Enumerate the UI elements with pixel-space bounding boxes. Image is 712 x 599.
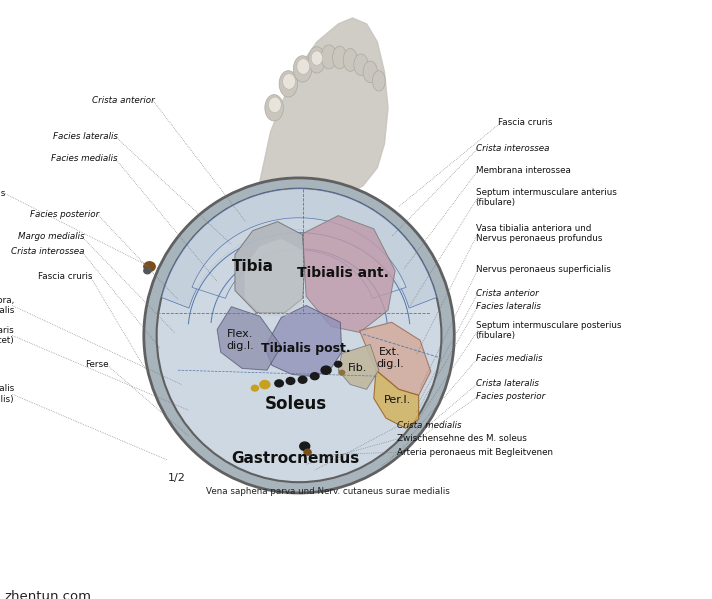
Ellipse shape xyxy=(297,59,310,74)
Text: Margo medialis: Margo medialis xyxy=(18,232,84,241)
Circle shape xyxy=(320,365,332,375)
Ellipse shape xyxy=(265,95,283,121)
Polygon shape xyxy=(245,238,304,316)
Ellipse shape xyxy=(283,74,295,89)
Text: Zwischensehne des M. soleus: Zwischensehne des M. soleus xyxy=(397,434,527,443)
Text: Facies posterior: Facies posterior xyxy=(476,392,545,401)
Circle shape xyxy=(338,370,345,376)
Ellipse shape xyxy=(144,178,454,493)
Ellipse shape xyxy=(293,56,312,82)
Polygon shape xyxy=(360,322,431,395)
Circle shape xyxy=(259,380,271,389)
Circle shape xyxy=(251,385,259,392)
Ellipse shape xyxy=(354,54,368,75)
Circle shape xyxy=(304,449,311,455)
Circle shape xyxy=(334,361,342,368)
Polygon shape xyxy=(374,370,419,428)
Text: Septum intermusculare anterius
(fibulare): Septum intermusculare anterius (fibulare… xyxy=(476,188,617,207)
Circle shape xyxy=(310,372,320,380)
Text: Facies posterior: Facies posterior xyxy=(31,210,100,219)
Polygon shape xyxy=(265,305,342,376)
Text: Vena saphena magna´u. Nervus saphenus: Vena saphena magna´u. Nervus saphenus xyxy=(0,188,6,198)
Polygon shape xyxy=(338,344,379,389)
Text: Tibia: Tibia xyxy=(232,259,273,274)
Text: Facies medialis: Facies medialis xyxy=(51,154,117,164)
Text: Ext.
dig.l.: Ext. dig.l. xyxy=(377,347,404,369)
Text: Nervus peronaeus superficialis: Nervus peronaeus superficialis xyxy=(476,265,610,274)
Text: Crista lateralis: Crista lateralis xyxy=(476,379,538,388)
Polygon shape xyxy=(162,189,436,308)
Text: Facies medialis: Facies medialis xyxy=(476,353,542,363)
Text: Membrana interossea: Membrana interossea xyxy=(476,166,570,176)
Text: Gastrocnemius: Gastrocnemius xyxy=(231,450,360,466)
Text: Facies lateralis: Facies lateralis xyxy=(53,132,117,141)
Text: Vasa tibialia posteriora,
Nervus tibialis: Vasa tibialia posteriora, Nervus tibiali… xyxy=(0,296,14,315)
Text: zhentun.com: zhentun.com xyxy=(4,590,91,599)
Text: Tibialis post.: Tibialis post. xyxy=(261,342,351,355)
Text: Vasa tibialia anteriora und
Nervus peronaeus profundus: Vasa tibialia anteriora und Nervus peron… xyxy=(476,224,602,243)
Ellipse shape xyxy=(157,189,441,482)
Text: Crista anterior: Crista anterior xyxy=(476,289,538,298)
Ellipse shape xyxy=(308,47,325,73)
Polygon shape xyxy=(235,222,305,313)
Text: Facies lateralis: Facies lateralis xyxy=(476,302,540,311)
Text: Sehne des M. plantaris
(in Fett eingebettet): Sehne des M. plantaris (in Fett eingebet… xyxy=(0,326,14,345)
Text: Flex.
dig.l.: Flex. dig.l. xyxy=(226,329,253,351)
Text: Per.l.: Per.l. xyxy=(384,395,411,405)
Circle shape xyxy=(274,379,284,388)
Text: Crista anterior: Crista anterior xyxy=(93,96,155,105)
Polygon shape xyxy=(192,218,406,298)
Text: Ferse: Ferse xyxy=(85,359,108,369)
Text: Crista medialis: Crista medialis xyxy=(397,420,462,430)
Ellipse shape xyxy=(363,61,377,83)
Text: Soleus: Soleus xyxy=(264,395,327,413)
Ellipse shape xyxy=(321,45,337,69)
Ellipse shape xyxy=(311,51,323,65)
Polygon shape xyxy=(246,18,388,204)
Text: Fib.: Fib. xyxy=(347,364,367,373)
Text: Fascia cruris, Lamina superficialis
(suralis): Fascia cruris, Lamina superficialis (sur… xyxy=(0,385,14,404)
Ellipse shape xyxy=(268,97,281,113)
Ellipse shape xyxy=(333,46,347,69)
Text: Vena saphena parva und Nerv. cutaneus surae medialis: Vena saphena parva und Nerv. cutaneus su… xyxy=(206,486,449,496)
Text: Fascia cruris: Fascia cruris xyxy=(498,118,553,128)
Circle shape xyxy=(298,376,308,384)
Circle shape xyxy=(144,262,155,271)
Circle shape xyxy=(300,442,310,450)
Text: Crista interossea: Crista interossea xyxy=(476,144,549,153)
Text: 1/2: 1/2 xyxy=(167,473,186,483)
Ellipse shape xyxy=(343,49,357,71)
Circle shape xyxy=(286,377,295,385)
Polygon shape xyxy=(217,307,281,370)
Polygon shape xyxy=(303,216,395,332)
Text: Tibialis ant.: Tibialis ant. xyxy=(297,265,389,280)
Text: Arteria peronaeus mit Begleitvenen: Arteria peronaeus mit Begleitvenen xyxy=(397,447,553,457)
Ellipse shape xyxy=(279,71,298,97)
Text: Septum intermusculare posterius
(fibulare): Septum intermusculare posterius (fibular… xyxy=(476,321,621,340)
Text: Crista interossea: Crista interossea xyxy=(11,247,84,256)
Ellipse shape xyxy=(372,71,385,91)
Text: Fascia cruris: Fascia cruris xyxy=(38,272,93,282)
Circle shape xyxy=(144,268,151,274)
